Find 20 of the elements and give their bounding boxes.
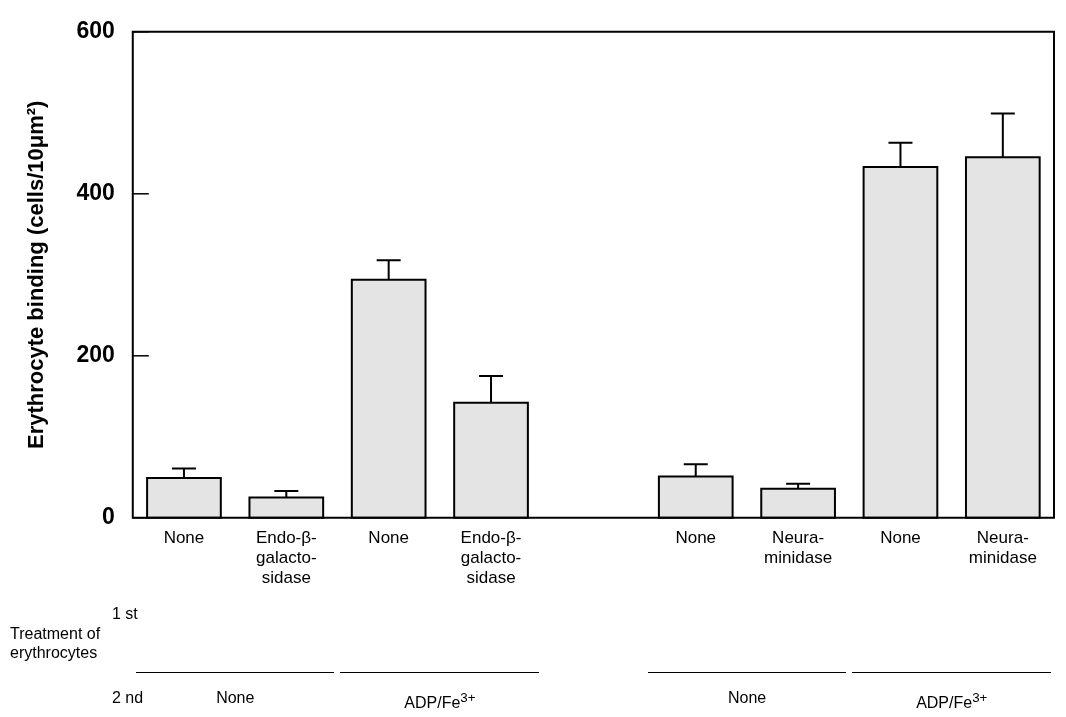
x-tick-label: None <box>880 527 921 547</box>
y-axis-title: Erythrocyte binding (cells/10μm²) <box>23 100 49 450</box>
x-tick-label: None <box>675 527 717 547</box>
x-tick-label: Neura- minidase <box>764 527 833 568</box>
text: 1 st <box>112 604 138 623</box>
y-tick-label: 400 <box>76 179 115 206</box>
x-tick-label: None <box>368 527 409 547</box>
text: ADP/Fe$^{3+}$ <box>404 689 476 713</box>
y-tick-label: 200 <box>76 341 115 368</box>
text: None <box>216 688 255 707</box>
x-tick-label: None <box>163 527 205 547</box>
x-tick-label: Neura- minidase <box>968 527 1037 568</box>
x-tick-label: Endo-β- galacto- sidase <box>460 527 522 588</box>
text: None <box>727 688 767 707</box>
text: ADP/Fe$^{3+}$ <box>916 689 988 713</box>
y-tick-label: 600 <box>76 17 115 44</box>
x-tick-label: Endo-β- galacto- sidase <box>255 527 317 588</box>
text: Treatment of erythrocytes <box>10 624 101 662</box>
y-tick-label: 0 <box>101 503 115 530</box>
text: 2 nd <box>112 688 144 707</box>
